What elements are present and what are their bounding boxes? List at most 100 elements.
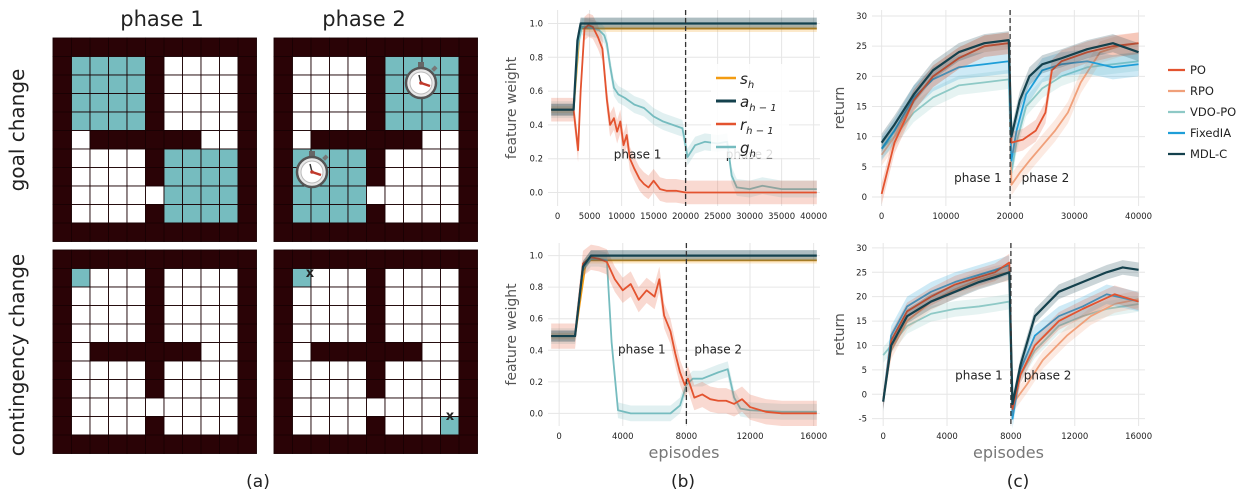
wall-cell — [126, 222, 146, 242]
wall-cell — [366, 268, 386, 288]
floor-cell — [292, 305, 312, 325]
wall-cell — [366, 130, 386, 150]
wall-cell — [52, 111, 72, 131]
wall-cell — [145, 74, 165, 94]
floor-cell — [384, 323, 404, 343]
floor-cell — [108, 93, 128, 113]
floor-cell — [182, 148, 202, 168]
wall-cell — [403, 434, 423, 454]
wall-cell — [108, 434, 128, 454]
wall-cell — [52, 323, 72, 343]
floor-cell — [403, 323, 423, 343]
floor-cell — [163, 268, 183, 288]
floor-cell — [421, 342, 441, 362]
wall-cell — [366, 305, 386, 325]
wall-cell — [182, 37, 202, 57]
wall-cell — [292, 222, 312, 242]
floor-cell — [384, 185, 404, 205]
floor-cell — [403, 268, 423, 288]
wall-cell — [458, 305, 478, 325]
wall-cell — [458, 268, 478, 288]
floor-cell — [403, 360, 423, 380]
floor-cell — [200, 397, 220, 417]
floor-cell — [384, 56, 404, 76]
floor-cell — [71, 93, 91, 113]
wall-cell — [366, 111, 386, 131]
y-axis-label: return — [832, 87, 848, 130]
y-tick-label: 0.6 — [529, 87, 543, 97]
floor-cell — [89, 286, 109, 306]
floor-cell — [163, 305, 183, 325]
floor-cell — [384, 416, 404, 436]
wall-cell — [458, 249, 478, 269]
floor-cell — [292, 204, 312, 224]
wall-cell — [237, 56, 257, 76]
wall-cell — [71, 434, 91, 454]
floor-cell — [292, 74, 312, 94]
floor-cell — [347, 111, 367, 131]
series-line-a-h-1- — [551, 254, 817, 338]
floor-cell — [347, 305, 367, 325]
floor-cell — [329, 268, 349, 288]
wall-cell — [237, 130, 257, 150]
floor-cell — [71, 268, 91, 288]
wall-cell — [384, 37, 404, 57]
floor-cell — [126, 148, 146, 168]
floor-cell — [71, 148, 91, 168]
gridworld-contingency-change-phase-2 — [273, 249, 478, 454]
phase-label: phase 2 — [1022, 171, 1070, 185]
floor-cell — [440, 185, 460, 205]
floor-cell — [329, 360, 349, 380]
legend-agents: PO RPO VDO-PO FixedIA MDL-C — [1168, 63, 1236, 161]
x-tick-label: 20000 — [997, 212, 1024, 222]
floor-cell — [126, 416, 146, 436]
floor-cell — [384, 286, 404, 306]
wall-cell — [145, 360, 165, 380]
floor-cell — [219, 286, 239, 306]
floor-cell — [421, 379, 441, 399]
floor-cell — [71, 416, 91, 436]
floor-cell — [163, 148, 183, 168]
wall-cell — [458, 93, 478, 113]
wall-cell — [89, 37, 109, 57]
x-tick-label: 0 — [555, 212, 560, 222]
floor-cell — [89, 185, 109, 205]
floor-cell — [440, 342, 460, 362]
floor-cell — [329, 167, 349, 187]
floor-cell — [292, 56, 312, 76]
series-band-g-h — [551, 250, 817, 422]
y-tick-label: 0.8 — [529, 283, 543, 293]
wall-cell — [384, 342, 404, 362]
floor-cell — [384, 111, 404, 131]
series-band-r-h-1- — [551, 244, 817, 426]
floor-cell — [89, 360, 109, 380]
wall-cell — [273, 305, 293, 325]
wall-cell — [273, 148, 293, 168]
legend-label-mdl-c: MDL-C — [1190, 147, 1227, 161]
y-axis-label: feature weight — [504, 56, 520, 159]
floor-cell — [421, 360, 441, 380]
wall-cell — [347, 434, 367, 454]
floor-cell — [329, 74, 349, 94]
floor-cell — [71, 397, 91, 417]
floor-cell — [182, 268, 202, 288]
return-chart-contingency-change: phase 1 phase 2 0 4000 8000 12000 16000 -5 0 5 10 1… — [832, 243, 1152, 462]
wall-cell — [237, 167, 257, 187]
x-tick-label: 16000 — [800, 432, 827, 442]
wall-cell — [273, 397, 293, 417]
wall-cell — [458, 167, 478, 187]
floor-cell — [329, 397, 349, 417]
wall-cell — [163, 222, 183, 242]
wall-cell — [366, 286, 386, 306]
floor-cell — [440, 305, 460, 325]
floor-cell — [126, 74, 146, 94]
x-tick-label: 30000 — [1061, 212, 1088, 222]
floor-cell — [89, 305, 109, 325]
floor-cell — [163, 93, 183, 113]
wall-cell — [182, 249, 202, 269]
wall-cell — [458, 416, 478, 436]
floor-cell — [421, 286, 441, 306]
wall-cell — [237, 268, 257, 288]
floor-cell — [329, 111, 349, 131]
wall-cell — [89, 130, 109, 150]
